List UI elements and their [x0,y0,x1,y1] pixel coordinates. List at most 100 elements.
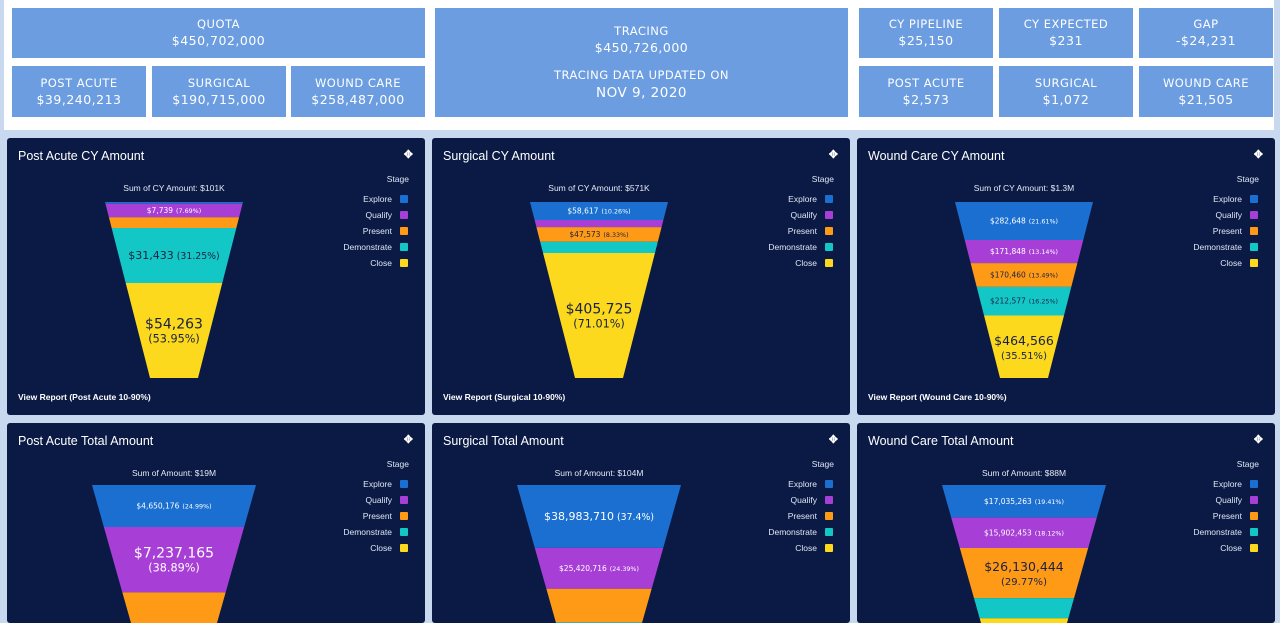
expand-icon[interactable]: ✥ [828,149,838,161]
legend-item: Close [768,255,833,271]
funnel-segment-explore[interactable] [105,202,243,204]
legend-label: Demonstrate [1193,527,1242,537]
funnel-data-label: $7,237,165 [134,546,214,562]
legend-label: Close [1220,258,1242,268]
chart-title: Post Acute CY Amount [18,149,145,163]
funnel-segment-explore[interactable] [955,202,1093,241]
legend-label: Demonstrate [343,242,392,252]
funnel-segment-close[interactable] [125,283,223,378]
tile-label: WOUND CARE [314,75,402,90]
funnel-segment-demonstrate[interactable] [973,598,1075,619]
funnel-data-label: $170,460 (13.49%) [990,271,1058,280]
funnel-chart-panel: Surgical CY Amount ✥ Sum of CY Amount: $… [432,138,850,415]
funnel-segment-present[interactable] [108,217,240,229]
funnel-segment-close[interactable] [543,253,655,378]
funnel-data-label: $4,650,176 (24.99%) [136,501,211,510]
legend-title: Stage [1236,174,1259,184]
segment-value: $7,739 [147,206,173,215]
expand-icon[interactable]: ✥ [828,434,838,446]
funnel-data-label: $31,433 (31.25%) [128,249,219,262]
legend-swatch [400,243,408,251]
funnel-segment-qualify[interactable] [534,220,664,228]
funnel-segment-qualify[interactable] [951,517,1097,549]
tile-label: POST ACUTE [887,75,965,90]
funnel-segment-present[interactable] [122,592,226,623]
tile-value: $25,150 [898,33,954,48]
funnel-segment-qualify[interactable] [534,547,664,589]
legend-item: Qualify [1193,207,1258,223]
legend: Stage Explore Qualify Present Demonstrate Clo… [343,174,409,271]
chart-subtitle: Sum of CY Amount: $1.3M [973,183,1075,193]
funnel-segment-explore[interactable] [530,202,668,221]
view-report-link[interactable]: View Report (Post Acute 10-90%) [18,392,151,402]
expand-icon[interactable]: ✥ [403,149,413,161]
quota-tile: QUOTA $450,702,000 [12,8,425,58]
legend: Stage Explore Qualify Present Demonstrate Clo… [1193,174,1259,271]
legend-label: Qualify [365,495,392,505]
tile-value: $258,487,000 [311,91,405,107]
legend-label: Present [362,226,392,236]
segment-percent: (16.25%) [1029,298,1058,306]
funnel-data-label: (38.89%) [148,562,199,575]
funnel-segment-explore[interactable] [942,485,1106,518]
funnel-segment-close[interactable] [984,315,1064,378]
funnel-segment-explore[interactable] [92,485,256,527]
view-report-link[interactable]: View Report (Surgical 10-90%) [443,392,566,402]
legend-item: Present [768,508,833,524]
funnel-segment-present[interactable] [970,263,1078,287]
legend-label: Qualify [1215,210,1242,220]
funnel-data-label: $17,035,263 (19.41%) [984,497,1064,506]
legend-swatch [1250,211,1258,219]
legend-item: Explore [343,191,408,207]
segment-value: $38,983,710 [544,510,614,523]
legend-item: Qualify [343,492,408,508]
funnel-segment-qualify[interactable] [103,526,245,593]
tile-value: $231 [1049,33,1083,48]
expand-icon[interactable]: ✥ [1253,434,1263,446]
funnel-data-label: $171,848 (13.14%) [990,247,1058,256]
funnel-chart: $7,739 (7.69%) $31,433 (31.25%) $54,263(53.9… [105,202,243,378]
funnel-segment-qualify[interactable] [964,240,1084,264]
legend-swatch [825,227,833,235]
funnel-chart: $17,035,263 (19.41%) $15,902,453 (18.12%) $2… [942,485,1106,623]
legend: Stage Explore Qualify Present Demonstrate Clo… [768,459,834,556]
legend-item: Demonstrate [343,239,408,255]
view-report-link[interactable]: View Report (Wound Care 10-90%) [868,392,1007,402]
funnel-segment-explore[interactable] [517,485,681,548]
legend-label: Explore [788,479,817,489]
funnel-data-label: $26,130,444 [984,559,1064,574]
legend-swatch [1250,243,1258,251]
segment-value: $212,577 [990,297,1026,306]
legend-swatch [1250,512,1258,520]
legend-label: Explore [1213,194,1242,204]
segment-percent: (37.4%) [617,512,654,523]
tile-value: -$24,231 [1175,33,1237,48]
expand-icon[interactable]: ✥ [403,434,413,446]
funnel-segment-present[interactable] [546,588,652,623]
legend: Stage Explore Qualify Present Demonstrate Clo… [1193,459,1259,556]
funnel-segment-present[interactable] [536,227,662,242]
funnel-segment-close[interactable] [979,618,1069,623]
tracing-label: TRACING [614,23,669,38]
legend-swatch [400,259,408,267]
legend-label: Qualify [790,495,817,505]
legend-swatch [400,480,408,488]
funnel-segment-demonstrate[interactable] [540,241,658,254]
expand-icon[interactable]: ✥ [1253,149,1263,161]
funnel-segment-present[interactable] [959,548,1089,599]
segment-value: $171,848 [990,247,1026,256]
funnel-chart: $282,648 (21.61%) $171,848 (13.14%) $170,460… [955,202,1093,378]
funnel-segment-qualify[interactable] [105,203,243,218]
chart-subtitle: Sum of Amount: $88M [981,468,1067,478]
legend-swatch [400,496,408,504]
legend-item: Explore [343,476,408,492]
funnel-segment-demonstrate[interactable] [111,228,237,284]
chart-title: Surgical Total Amount [443,434,564,448]
tracing-updated-value: NOV 9, 2020 [595,84,688,101]
segment-percent: (31.25%) [177,251,220,262]
quota-wound-care-tile: WOUND CARE $258,487,000 [291,66,425,117]
funnel-segment-demonstrate[interactable] [976,286,1072,316]
legend-swatch [400,528,408,536]
segment-value: $58,617 [567,207,598,216]
funnel-chart-panel: Surgical Total Amount ✥ Sum of Amount: $… [432,423,850,623]
